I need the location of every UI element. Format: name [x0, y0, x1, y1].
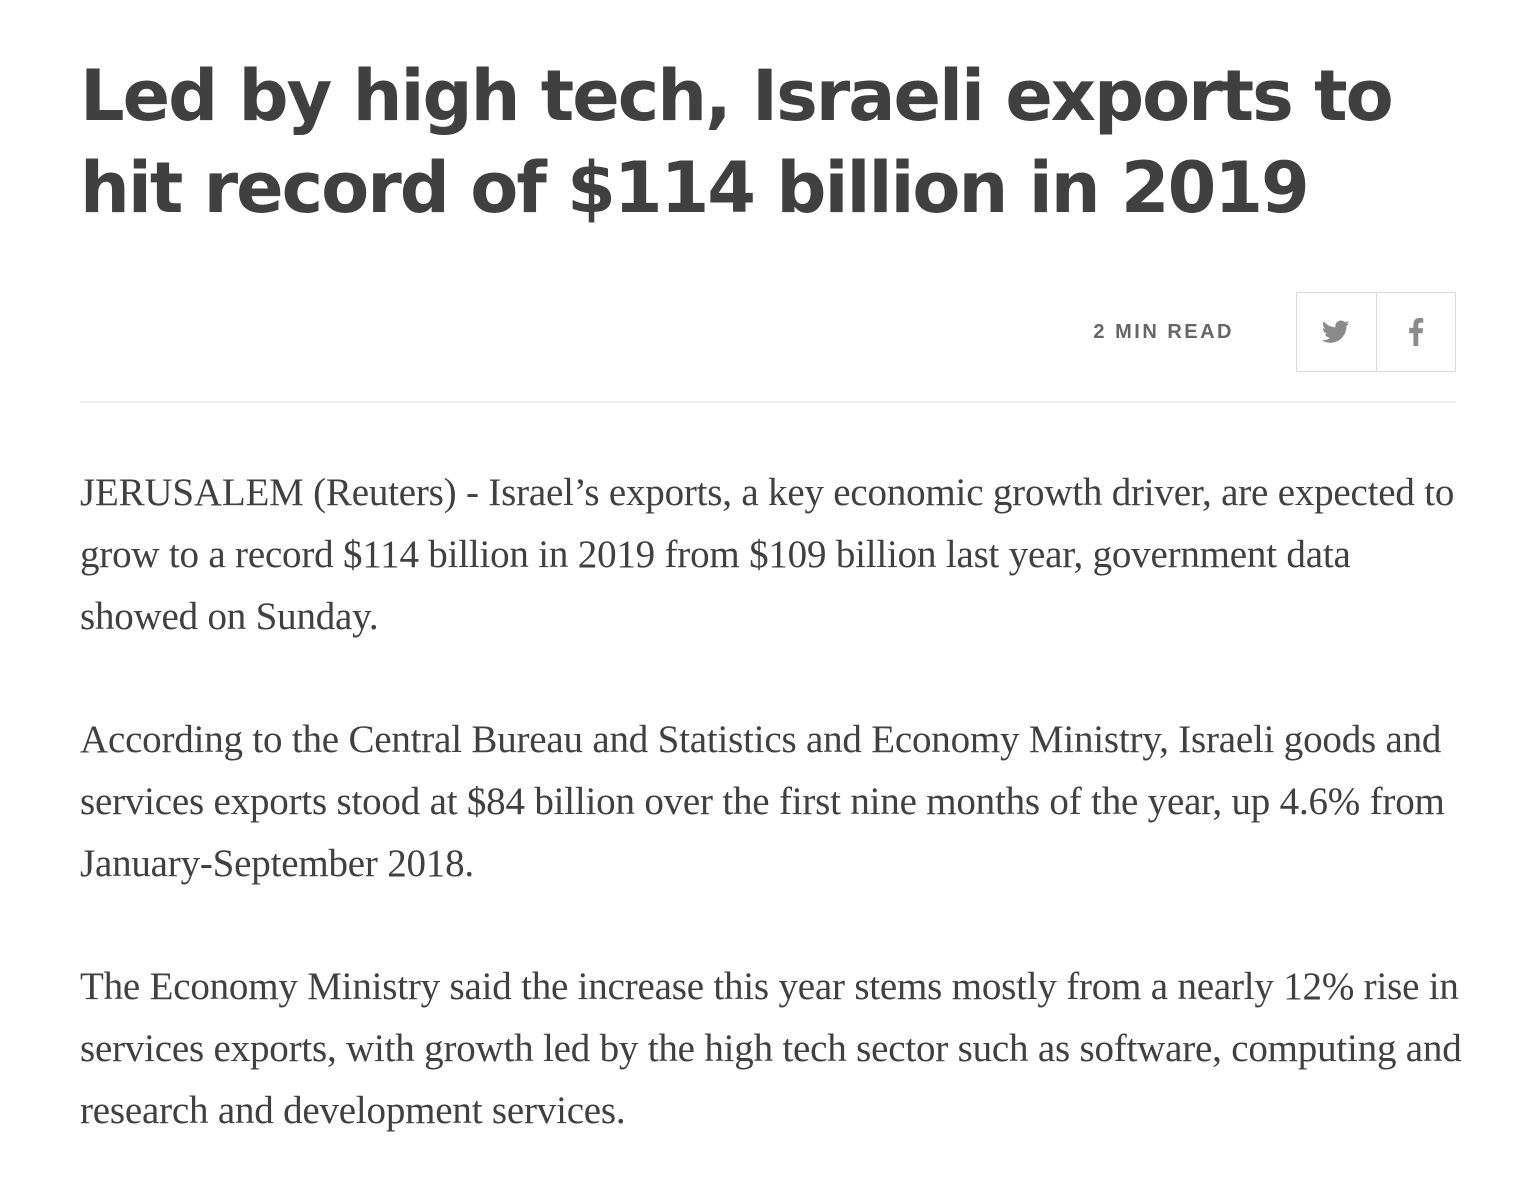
article-body: JERUSALEM (Reuters) - Israel’s exports, …	[80, 462, 1470, 1203]
share-twitter-button[interactable]	[1297, 293, 1376, 371]
read-time-label: 2 MIN READ	[1093, 321, 1234, 343]
article-meta-bar: 2 MIN READ	[80, 292, 1456, 372]
article-headline: Led by high tech, Israeli exports to hit…	[80, 55, 1394, 229]
share-facebook-button[interactable]	[1375, 293, 1456, 371]
article-paragraph: According to the Central Bureau and Stat…	[80, 718, 1445, 885]
article-paragraph: JERUSALEM (Reuters) - Israel’s exports, …	[80, 471, 1455, 638]
twitter-icon	[1322, 320, 1350, 343]
article-paragraph: The Economy Ministry said the increase t…	[80, 965, 1462, 1132]
share-buttons	[1296, 292, 1456, 372]
header-divider	[80, 401, 1456, 403]
facebook-icon	[1409, 318, 1424, 346]
